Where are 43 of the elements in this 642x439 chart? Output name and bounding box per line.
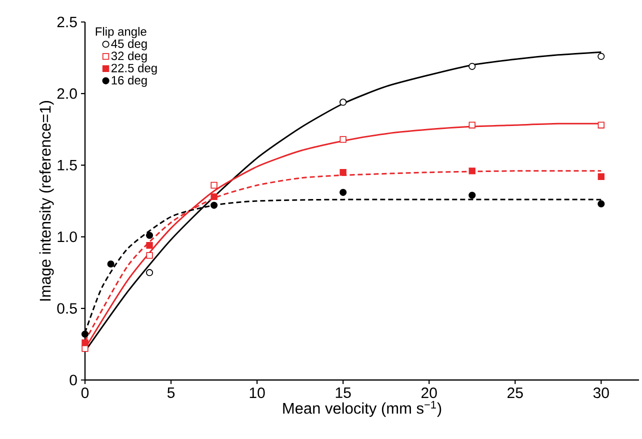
point	[598, 200, 605, 208]
y-tick-label: 1.5	[58, 160, 77, 170]
y-tick-label: 2.0	[57, 88, 77, 99]
x-tick-label: 10	[250, 388, 265, 398]
point	[210, 193, 218, 200]
y-tick-label: 0	[70, 374, 77, 386]
x-axis-title: Mean velocity (mm s$^{−1}$)	[283, 400, 442, 417]
point	[107, 260, 114, 268]
x-tick-label: 15	[336, 388, 351, 398]
legend-label: 22.5 deg	[111, 64, 157, 75]
point	[340, 169, 346, 176]
legend-title: Flip angle	[96, 26, 146, 38]
point	[146, 252, 153, 259]
point	[82, 345, 88, 352]
y-axis-title: Image intensity (reference=1)	[39, 100, 54, 301]
x-tick-label: 30	[593, 388, 609, 398]
point	[468, 192, 476, 199]
point	[598, 173, 605, 180]
point	[598, 122, 605, 128]
x-tick-label: 25	[508, 388, 523, 398]
point	[468, 122, 476, 128]
y-tick-label: 1.0	[58, 231, 77, 242]
legend-label: 45 deg	[111, 39, 147, 50]
y-tick-label: 2.5	[57, 16, 77, 28]
point	[598, 52, 605, 60]
y-tick-label: 0.5	[57, 303, 77, 314]
point	[340, 188, 347, 196]
x-tick-label: 0	[81, 388, 89, 398]
point	[81, 330, 89, 338]
point	[340, 136, 346, 143]
point	[340, 98, 347, 106]
point	[146, 232, 154, 239]
x-tick-label: 5	[167, 388, 175, 398]
point	[210, 182, 218, 189]
x-tick-label: 20	[422, 388, 437, 398]
legend-label: 32 deg	[111, 51, 147, 63]
point	[468, 62, 476, 70]
point	[146, 242, 153, 249]
point	[82, 339, 88, 346]
point	[210, 202, 218, 209]
point	[146, 269, 154, 276]
point	[468, 168, 476, 174]
legend-label: 16 deg	[112, 76, 147, 87]
